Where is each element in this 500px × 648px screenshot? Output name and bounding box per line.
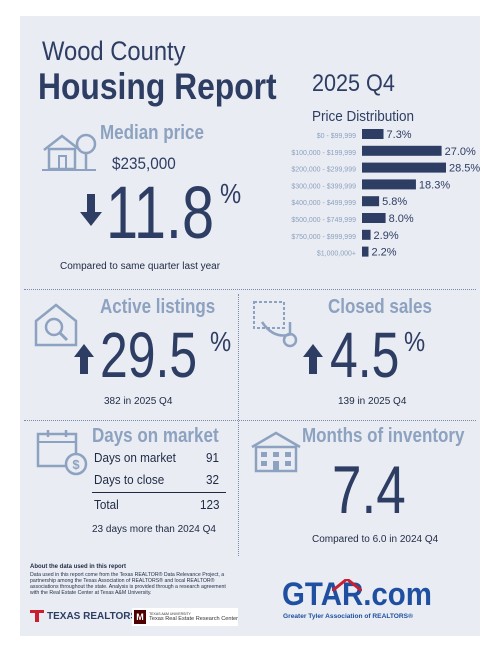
about-text-line: Data used in this report come from the T… — [30, 572, 225, 578]
days-on-market-caption: 23 days more than 2024 Q4 — [92, 524, 216, 535]
category-label: $200,000 - $299,999 — [291, 167, 356, 174]
median-price-caption: Compared to same quarter last year — [60, 261, 221, 272]
building-icon — [250, 429, 302, 480]
svg-text:$: $ — [72, 457, 80, 472]
months-inventory-value: 7.4 — [332, 452, 406, 528]
closed-sales-change: 4.5 — [330, 319, 400, 391]
bar-value-label: 7.3% — [387, 129, 412, 141]
bar-value-label: 18.3% — [419, 179, 450, 191]
bar-value-label: 8.0% — [389, 213, 414, 225]
texas-realtors-text: TEXAS REALTORS — [47, 610, 138, 622]
category-label: $0 - $99,999 — [317, 133, 356, 140]
category-label: $500,000 - $749,999 — [291, 217, 356, 224]
days-to-close-value: 32 — [206, 472, 220, 487]
up-arrow-icon — [74, 344, 94, 379]
median-price-change-unit: % — [220, 178, 242, 209]
texas-realtors-logo: TEXAS REALTORS — [30, 610, 137, 622]
bar — [362, 246, 369, 257]
active-listings-caption: 382 in 2025 Q4 — [104, 396, 173, 407]
about-text-line: with the Real Estate Center at Texas A&M… — [30, 590, 152, 596]
tamu-mark-icon: M — [134, 610, 147, 624]
median-price-title: Median price — [100, 122, 204, 144]
days-on-market-title: Days on market — [92, 425, 219, 447]
bar — [362, 145, 442, 156]
chart-title: Price Distribution — [312, 108, 415, 125]
about-title: About the data used in this report — [30, 564, 127, 570]
bar — [362, 129, 384, 139]
tamu-university: TEXAS A&M UNIVERSITY — [149, 612, 191, 616]
total-rule — [92, 492, 226, 493]
bar-value-label: 27.0% — [445, 146, 476, 158]
months-inventory-caption: Compared to 6.0 in 2024 Q4 — [312, 534, 439, 545]
gtar-logo: GTAR.com — [282, 576, 432, 612]
category-label: $100,000 - $199,999 — [291, 150, 356, 157]
about-text-line: partnership among the Texas Association … — [30, 578, 215, 584]
bar-value-label: 28.5% — [449, 163, 480, 175]
closed-sales-caption: 139 in 2025 Q4 — [338, 396, 407, 407]
median-price-change: 11.8 — [106, 171, 215, 254]
days-on-market-value: 91 — [206, 450, 220, 465]
active-listings-title: Active listings — [100, 296, 216, 318]
tamu-logo: M TEXAS A&M UNIVERSITY Texas Real Estate… — [132, 608, 238, 626]
days-to-close-label: Days to close — [94, 472, 165, 487]
gtar-tagline: Greater Tyler Association of REALTORS® — [283, 613, 413, 620]
divider-horizontal-2 — [24, 420, 476, 421]
bar — [362, 196, 380, 207]
category-label: $1,000,000+ — [317, 251, 356, 258]
category-label: $750,000 - $999,999 — [291, 234, 356, 241]
up-arrow-icon — [303, 344, 323, 379]
hand-key-icon — [252, 300, 302, 355]
category-label: $400,000 - $499,999 — [291, 200, 356, 207]
bar — [362, 229, 371, 240]
report-title-line2: Housing Report — [38, 66, 277, 107]
bar — [362, 162, 446, 173]
days-on-market-label: Days on market — [94, 450, 176, 465]
bar-value-label: 5.8% — [382, 196, 407, 208]
active-listings-change-unit: % — [210, 326, 232, 357]
median-price-value: $235,000 — [112, 154, 176, 173]
about-text-line: associations throughout the state. Analy… — [30, 584, 226, 590]
bar-value-label: 2.9% — [374, 230, 399, 242]
divider-horizontal-1 — [24, 289, 476, 290]
closed-sales-change-unit: % — [404, 326, 426, 357]
total-label: Total — [94, 497, 119, 512]
report-title-line1: Wood County — [42, 36, 186, 66]
bar-value-label: 2.2% — [371, 247, 396, 259]
report-page: Wood County Housing Report 2025 Q4 Price… — [20, 16, 480, 636]
price-distribution-chart: $0 - $99,999 7.3% $100,000 - $199,999 27.0%… — [291, 129, 480, 259]
tamu-center: Texas Real Estate Research Center — [149, 616, 238, 622]
bar — [362, 213, 386, 223]
calendar-dollar-icon: $ — [36, 428, 88, 481]
house-tree-icon — [40, 128, 98, 179]
report-quarter: 2025 Q4 — [312, 70, 395, 97]
gtar-roof-icon — [331, 577, 363, 596]
divider-vertical — [238, 294, 239, 556]
closed-sales-title: Closed sales — [328, 296, 432, 318]
months-inventory-title: Months of inventory — [302, 425, 465, 447]
house-search-icon — [32, 301, 80, 354]
about-text: Data used in this report come from the T… — [30, 572, 226, 596]
texas-realtors-mark-icon — [30, 610, 44, 622]
total-value: 123 — [200, 497, 220, 512]
category-label: $300,000 - $399,999 — [291, 183, 356, 190]
active-listings-change: 29.5 — [100, 319, 198, 391]
bar — [362, 179, 416, 190]
down-arrow-icon — [80, 194, 102, 231]
